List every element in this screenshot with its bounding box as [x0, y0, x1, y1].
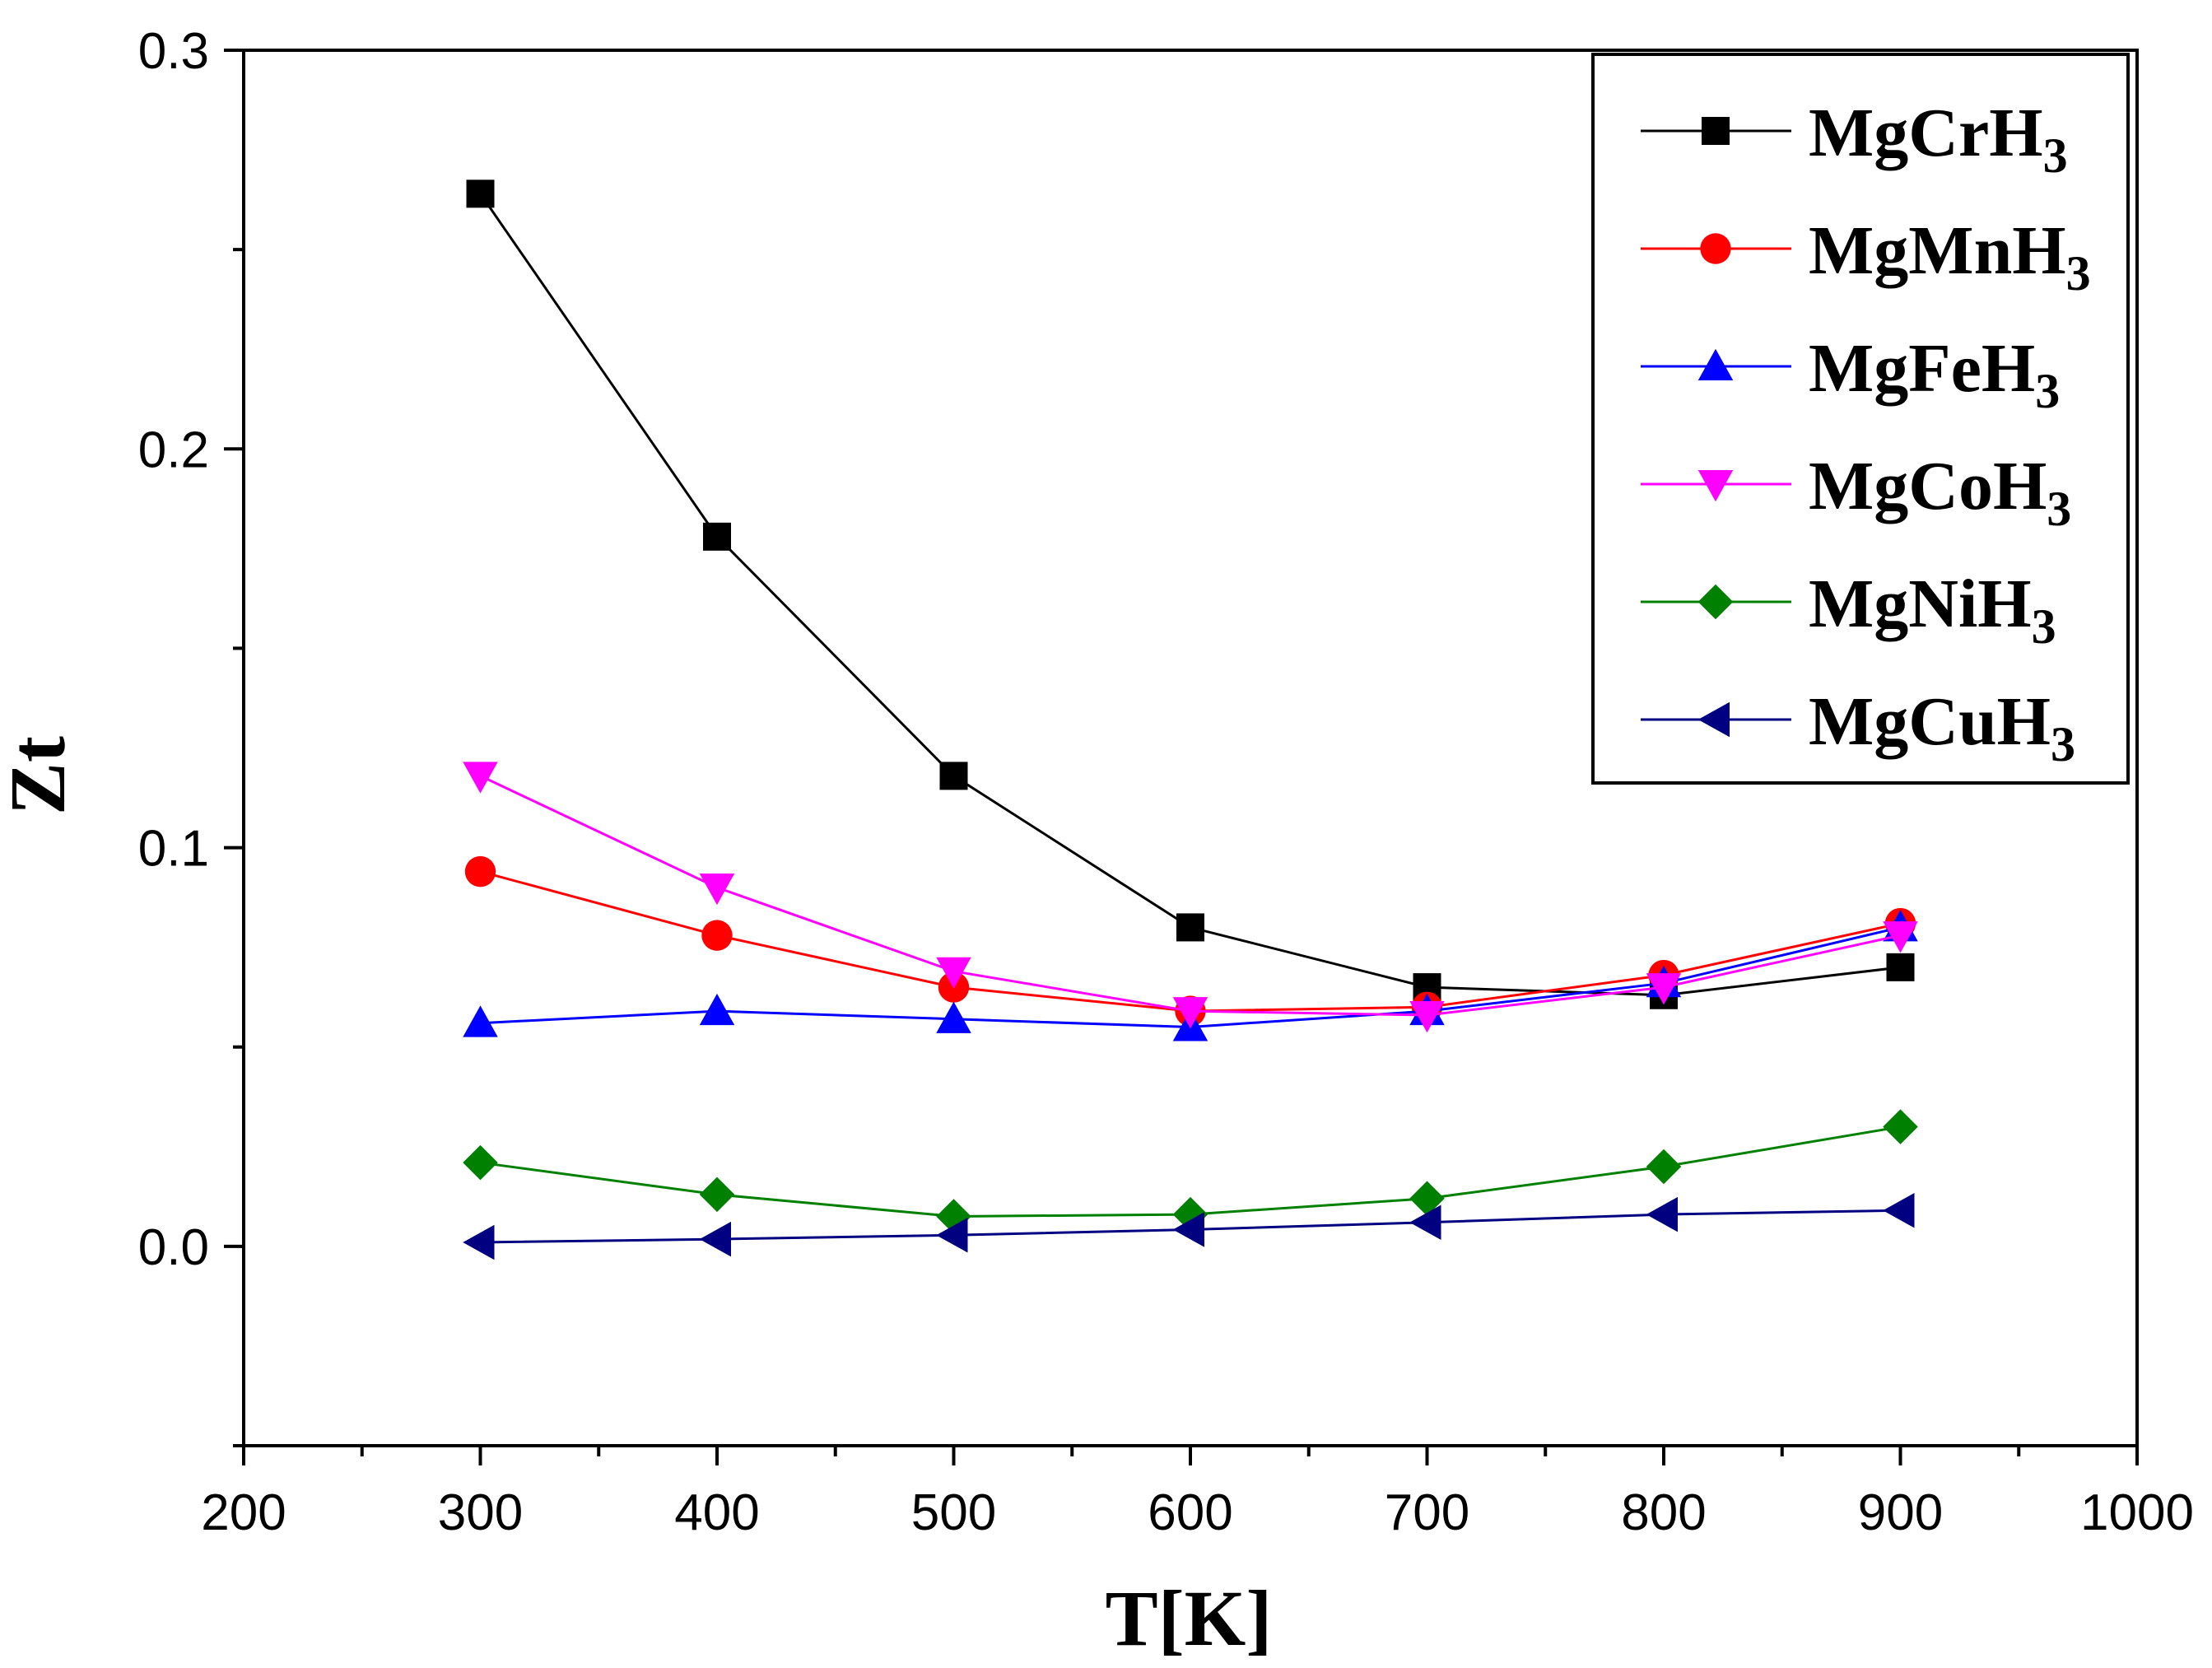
x-tick-label: 700	[1385, 1484, 1469, 1541]
data-point	[1409, 1181, 1445, 1216]
data-point	[936, 957, 971, 989]
y-tick-label: 0.2	[138, 422, 209, 478]
data-point	[1172, 997, 1208, 1029]
data-point	[936, 1218, 968, 1253]
legend-label-subscript: 3	[2066, 246, 2091, 301]
x-tick-label: 300	[438, 1484, 523, 1541]
legend-item: MgNiH3	[1641, 566, 2056, 654]
x-tick-label: 1000	[2080, 1484, 2194, 1541]
series-mgnih	[463, 1109, 1918, 1234]
data-point	[1646, 1196, 1678, 1232]
legend-label-main: MgNiH	[1809, 566, 2032, 642]
x-tick-label: 500	[911, 1484, 996, 1541]
data-point	[1409, 1000, 1445, 1033]
data-point	[936, 1001, 971, 1033]
y-axis: 0.0 0.1 0.2 0.3	[138, 23, 244, 1447]
y-tick-label: 0.3	[138, 23, 209, 80]
data-point	[1883, 1193, 1915, 1228]
legend-marker	[1697, 701, 1730, 738]
data-point	[1886, 953, 1915, 981]
data-point	[466, 179, 495, 208]
data-point	[1409, 1204, 1441, 1241]
data-point	[1176, 913, 1204, 942]
data-point	[699, 1221, 731, 1257]
x-axis-title: T[K]	[1106, 1574, 1273, 1662]
legend-label-subscript: 3	[2035, 364, 2060, 418]
legend-marker	[1697, 348, 1734, 380]
series-line	[479, 775, 1901, 1017]
legend-marker	[1700, 233, 1731, 264]
legend-label-subscript: 3	[2047, 482, 2071, 536]
data-point	[1883, 1109, 1918, 1144]
legend-marker	[1697, 470, 1734, 502]
x-tick-label: 900	[1858, 1484, 1943, 1541]
data-point	[463, 1224, 495, 1260]
legend-label-main: MgCrH	[1809, 95, 2043, 171]
data-point	[699, 1176, 735, 1213]
x-tick-label: 600	[1148, 1484, 1232, 1541]
legend-label: MgCrH3	[1809, 95, 2068, 183]
legend-label-subscript: 3	[2051, 717, 2075, 771]
legend-label: MgCuH3	[1809, 683, 2075, 771]
legend-label-main: MgFeH	[1809, 330, 2035, 407]
data-point	[463, 1005, 498, 1037]
legend-label-main: MgCuH	[1809, 683, 2051, 760]
legend-label-subscript: 3	[2032, 599, 2056, 654]
data-point	[701, 920, 733, 951]
data-point	[1172, 1212, 1204, 1247]
data-point	[1883, 921, 1918, 953]
legend-label: MgMnH3	[1809, 212, 2091, 301]
y-tick-label: 0.0	[138, 1219, 209, 1276]
series-layer	[463, 179, 1918, 1260]
legend-item: MgMnH3	[1641, 212, 2091, 301]
x-tick-label: 200	[201, 1484, 286, 1541]
legend-item: MgCrH3	[1641, 95, 2068, 183]
legend-label: MgCoH3	[1809, 448, 2071, 536]
legend-box	[1591, 53, 2130, 785]
data-point	[1646, 973, 1682, 1005]
legend-marker	[1697, 584, 1734, 620]
series-mgcoh	[463, 762, 1918, 1033]
y-tick-label: 0.1	[138, 821, 209, 878]
x-tick-label: 800	[1621, 1484, 1706, 1541]
y-axis-title: Zt	[0, 736, 81, 815]
legend-item: MgCuH3	[1641, 683, 2075, 771]
data-point	[463, 762, 498, 794]
legend-item: MgCoH3	[1641, 448, 2071, 536]
legend-marker	[1702, 117, 1730, 145]
data-point	[463, 1144, 498, 1181]
data-point	[699, 993, 735, 1026]
legend-label-subscript: 3	[2043, 128, 2068, 183]
legend-item: MgFeH3	[1641, 330, 2060, 418]
data-point	[1646, 1148, 1682, 1185]
data-point	[703, 522, 731, 551]
x-tick-label: 400	[674, 1484, 759, 1541]
legend-label: MgFeH3	[1809, 330, 2060, 418]
legend-label-main: MgCoH	[1809, 448, 2047, 524]
series-mgcuh	[463, 1193, 1915, 1260]
legend-label-main: MgMnH	[1809, 212, 2066, 289]
data-point	[939, 762, 968, 790]
legend-label: MgNiH3	[1809, 566, 2056, 654]
data-point	[464, 855, 496, 888]
data-point	[699, 874, 735, 906]
x-axis: 200 300 400 500 600 700 800 900 1000	[201, 1446, 2194, 1541]
